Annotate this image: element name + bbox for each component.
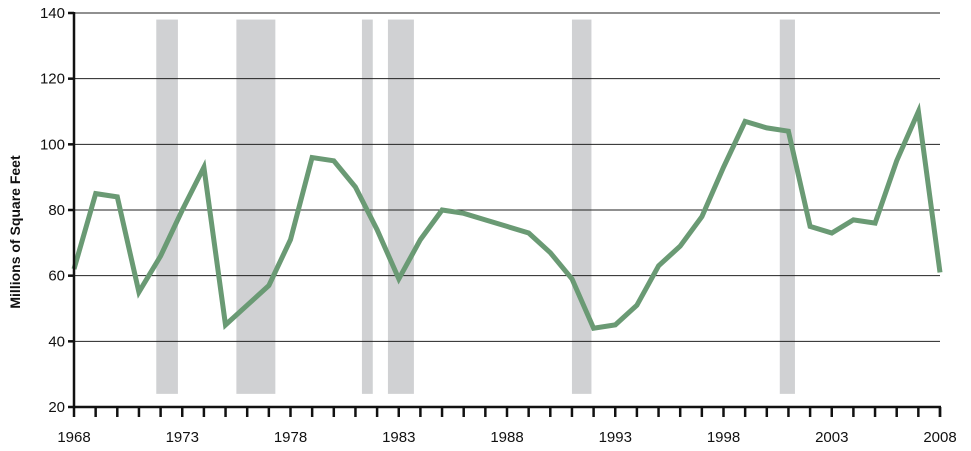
x-tick-label: 1993 [599,429,632,446]
x-tick-label: 1988 [490,429,523,446]
series-layer [71,102,943,331]
axes [68,11,942,417]
y-tick-label: 100 [40,136,65,153]
gridlines [74,12,940,342]
x-tick-label: 1978 [274,429,307,446]
recession-band [156,19,178,394]
tick-labels: 20 40 60 80 100 120 140 1968 1973 1978 1983 1988 199… [40,5,957,446]
recession-band [387,19,414,394]
x-tick-label: 1983 [382,429,415,446]
y-tick-label: 120 [40,71,65,88]
y-axis-label: Millions of Square Feet [7,155,23,309]
y-tick-label: 80 [48,202,65,219]
y-tick-label: 60 [48,268,65,285]
y-tick-label: 20 [48,399,65,416]
x-tick-label: 2003 [815,429,848,446]
y-tick-label: 40 [48,333,65,350]
x-tick-label: 1973 [166,429,199,446]
recession-band [571,19,592,394]
x-tick-label: 1998 [707,429,740,446]
y-tick-label: 140 [40,5,65,22]
x-tick-label: 2008 [923,429,956,446]
recession-bands [156,19,795,394]
recession-band [779,19,795,394]
recession-band [236,19,276,394]
x-tick-label: 1968 [57,429,90,446]
